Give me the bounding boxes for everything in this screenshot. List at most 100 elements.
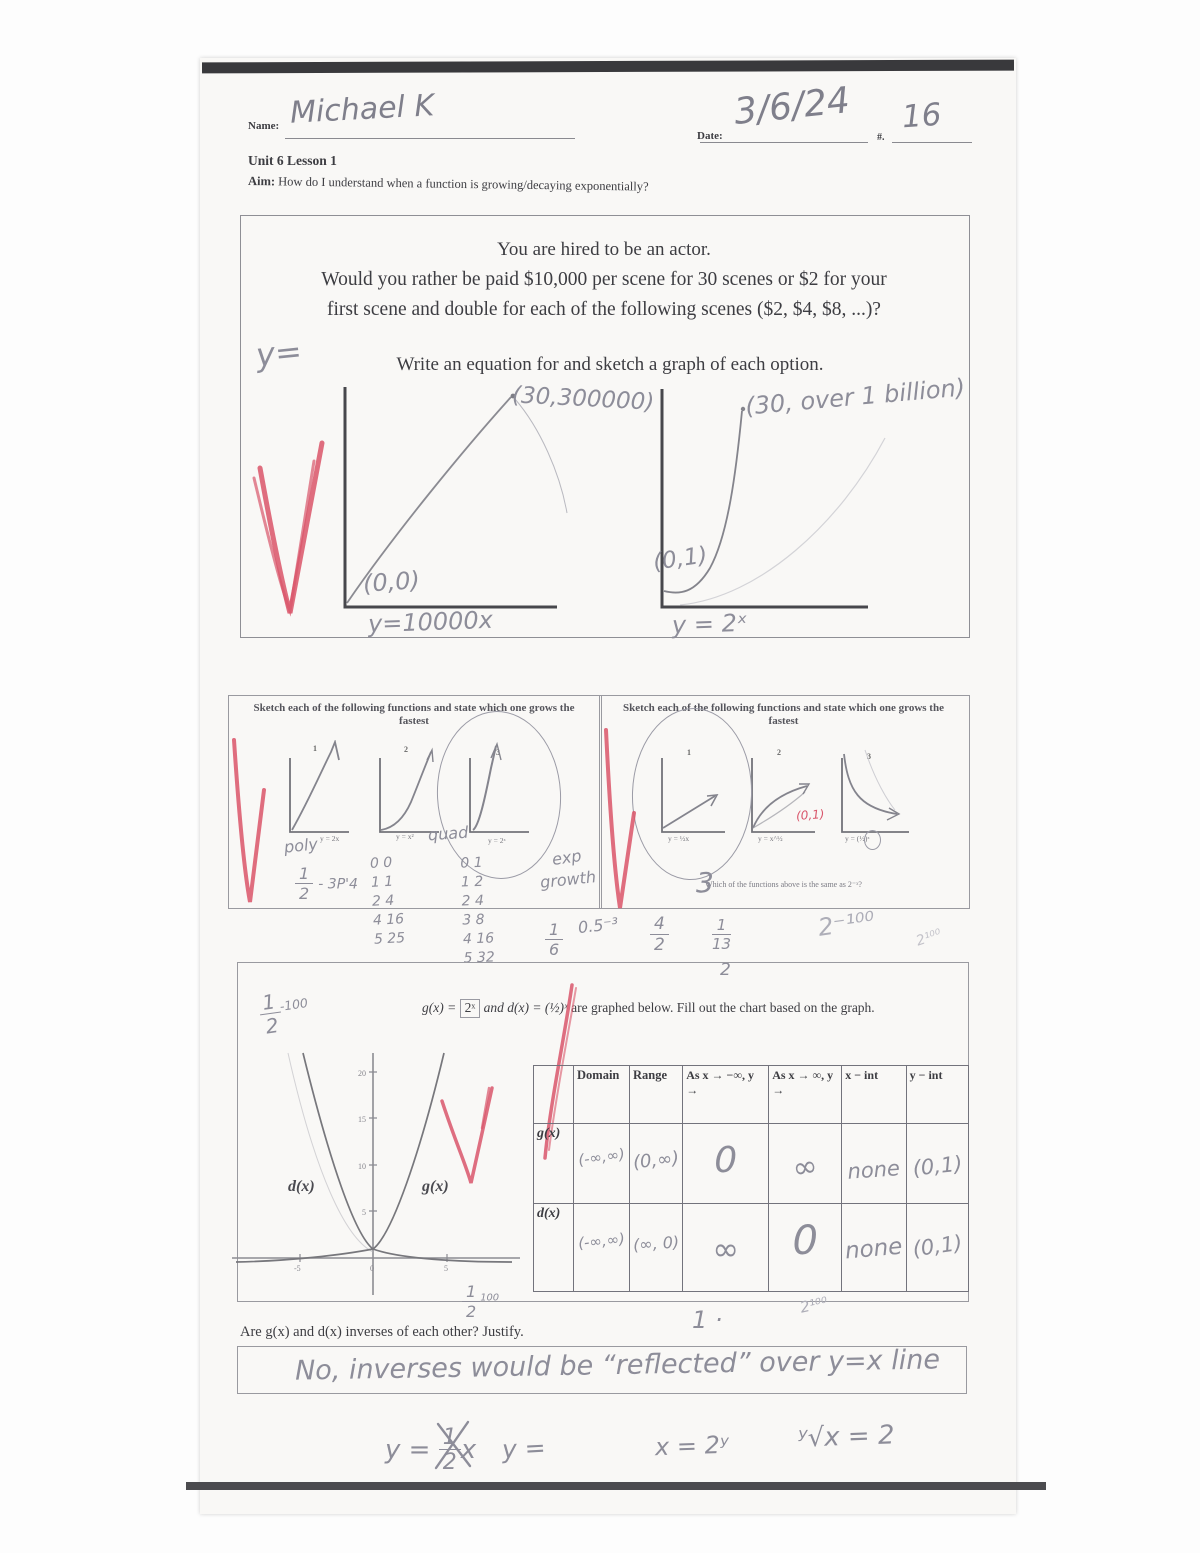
g-row-label: g(x) xyxy=(533,1123,574,1204)
sketch-right-heading1: Sketch each of the following functions a… xyxy=(623,702,944,714)
scratch-two: 2 xyxy=(720,960,731,980)
exp-peak-dot xyxy=(740,406,746,412)
d-curve xyxy=(302,1052,513,1263)
sr-answer: 3 xyxy=(696,866,714,899)
s3-head-d: (½)ˣ xyxy=(544,1000,568,1015)
sr-question: Which of the functions above is the same… xyxy=(705,880,862,889)
sl-graph3 xyxy=(469,741,529,833)
section3-box xyxy=(237,962,969,1302)
sr-g3-label: y = (½)ˣ xyxy=(845,834,870,843)
lesson-title: Unit 6 Lesson 1 xyxy=(248,153,337,168)
crossout-x xyxy=(434,1420,472,1470)
sl-g2-num: 2 xyxy=(404,745,408,754)
analysis-table: Domain Range As x → −∞, y → As x → ∞, y … xyxy=(533,1065,969,1292)
bottom-eq4: ʸ√x = 2 xyxy=(797,1420,895,1454)
sl-frac-side: - 3P'4 xyxy=(318,876,358,893)
sketch-left-heading1: Sketch each of the following functions a… xyxy=(253,702,575,714)
sr-g2-num: 2 xyxy=(777,748,781,757)
col-x-int: x − int xyxy=(841,1065,907,1124)
sl-quad-values: 0 0 1 1 2 4 4 16 5 25 xyxy=(369,854,406,948)
linear-origin-label: (0,0) xyxy=(362,566,421,598)
col-as-pos: As x → ∞, y → xyxy=(768,1065,843,1124)
table-corner xyxy=(533,1065,574,1124)
sketch-panel-left xyxy=(228,695,602,909)
bottom-eq3: x = 2ʸ xyxy=(654,1430,730,1462)
exp-curve xyxy=(663,410,743,594)
number-handwritten: 16 xyxy=(900,96,943,136)
name-label: Name: xyxy=(248,120,280,132)
exp-equation: y = 2ˣ xyxy=(671,608,748,640)
sr-g2-label: y = x^½ xyxy=(758,834,783,843)
circle-on-half xyxy=(864,830,881,850)
aim-line: Aim: How do I understand when a function… xyxy=(248,174,649,195)
scratch-frac113: 1 13 xyxy=(712,916,732,953)
d-y-int: (0,1) xyxy=(910,1230,964,1262)
d-range: (∞, 0) xyxy=(632,1232,680,1255)
gd-ytick-5: 5 xyxy=(362,1208,366,1217)
name-handwritten: Michael K xyxy=(289,88,435,131)
problem1-line2: Would you rather be paid $10,000 per sce… xyxy=(321,269,887,290)
linear-equation: y=10000x xyxy=(367,605,494,639)
g-y-int: (0,1) xyxy=(911,1151,964,1181)
sl-g2-label: y = x² xyxy=(396,832,414,841)
scan-edge-bottom xyxy=(186,1482,1046,1490)
exp-faint-curve xyxy=(679,437,886,606)
g-domain: (-∞,∞) xyxy=(577,1144,626,1170)
date-label: Date: xyxy=(697,130,723,142)
g-range: (0,∞) xyxy=(632,1147,681,1174)
sr-graph1 xyxy=(661,758,725,833)
d-curve-faint xyxy=(287,1052,374,1253)
s3-topleft-frac: 1 2 -100 xyxy=(257,987,312,1039)
gd-ytick-20: 20 xyxy=(358,1069,366,1078)
sketch-right-heading2: fastest xyxy=(768,715,799,727)
gd-xtick-0: 0 xyxy=(370,1264,374,1273)
linear-axes xyxy=(343,387,557,609)
inverse-question: Are g(x) and d(x) inverses of each other… xyxy=(240,1324,524,1340)
d-domain: (-∞,∞) xyxy=(577,1229,626,1253)
scan-edge-top xyxy=(201,59,1015,74)
scratch-pow-pos: 2¹⁰⁰ xyxy=(914,926,944,950)
sr-graph2 xyxy=(751,758,815,833)
aim-label: Aim: xyxy=(247,174,276,189)
aim-text: How do I understand when a function is g… xyxy=(278,174,649,194)
d-label: d(x) xyxy=(288,1178,315,1195)
col-range: Range xyxy=(628,1065,684,1124)
sketch-left-heading2: fastest xyxy=(399,715,429,727)
pencil-stray xyxy=(514,398,568,514)
sl-g3-label: y = 2ˣ xyxy=(488,836,506,845)
problem1-line3: first scene and double for each of the f… xyxy=(327,299,881,320)
g-as-pos: ∞ xyxy=(789,1148,821,1187)
gd-xtick-neg5: -5 xyxy=(294,1264,301,1273)
s3-heading: g(x) = 2ˣ and d(x) = (½)ˣ are graphed be… xyxy=(422,999,875,1018)
linear-graph-sketch xyxy=(343,387,568,609)
name-underline xyxy=(285,138,575,139)
problem1-instruction: Write an equation for and sketch a graph… xyxy=(396,354,824,375)
d-x-int: none xyxy=(844,1233,904,1265)
sl-graph2 xyxy=(379,747,439,833)
worksheet-page: Name: Michael K Date: 3/6/24 #. 16 Unit … xyxy=(186,58,1046,1514)
gd-graph: 20 15 10 5 -5 0 5 d(x) g(x) xyxy=(232,1052,520,1295)
sr-g3-num: 3 xyxy=(867,752,871,761)
exp-graph-sketch xyxy=(660,389,886,609)
hw-one-dot: 1 · xyxy=(692,1306,723,1334)
red-check-graph xyxy=(440,1086,494,1184)
table-row-g: g(x) (-∞,∞) (0,∞) 0 ∞ none (0,1) xyxy=(533,1123,969,1204)
table-row-d: d(x) (-∞,∞) (∞, 0) ∞ 0 none (0,1) xyxy=(533,1203,969,1292)
linear-curve xyxy=(346,396,512,604)
red-checkmark-2 xyxy=(232,738,266,903)
d-as-neg: ∞ xyxy=(712,1230,740,1268)
gd-ytick-15: 15 xyxy=(358,1115,366,1124)
sl-g1-label: y = 2x xyxy=(320,834,340,843)
scratch-pow-neg: 2⁻¹⁰⁰ xyxy=(816,906,877,942)
g-x-int: none xyxy=(846,1156,901,1184)
red-checkmark-1 xyxy=(252,440,325,617)
date-underline xyxy=(700,142,868,143)
answer-box xyxy=(237,1346,967,1394)
col-y-int: y − int xyxy=(905,1065,969,1124)
sl-g3-num: 3 xyxy=(496,748,500,757)
problem1-box xyxy=(240,215,970,638)
sl-g1-hw: poly xyxy=(283,834,319,857)
